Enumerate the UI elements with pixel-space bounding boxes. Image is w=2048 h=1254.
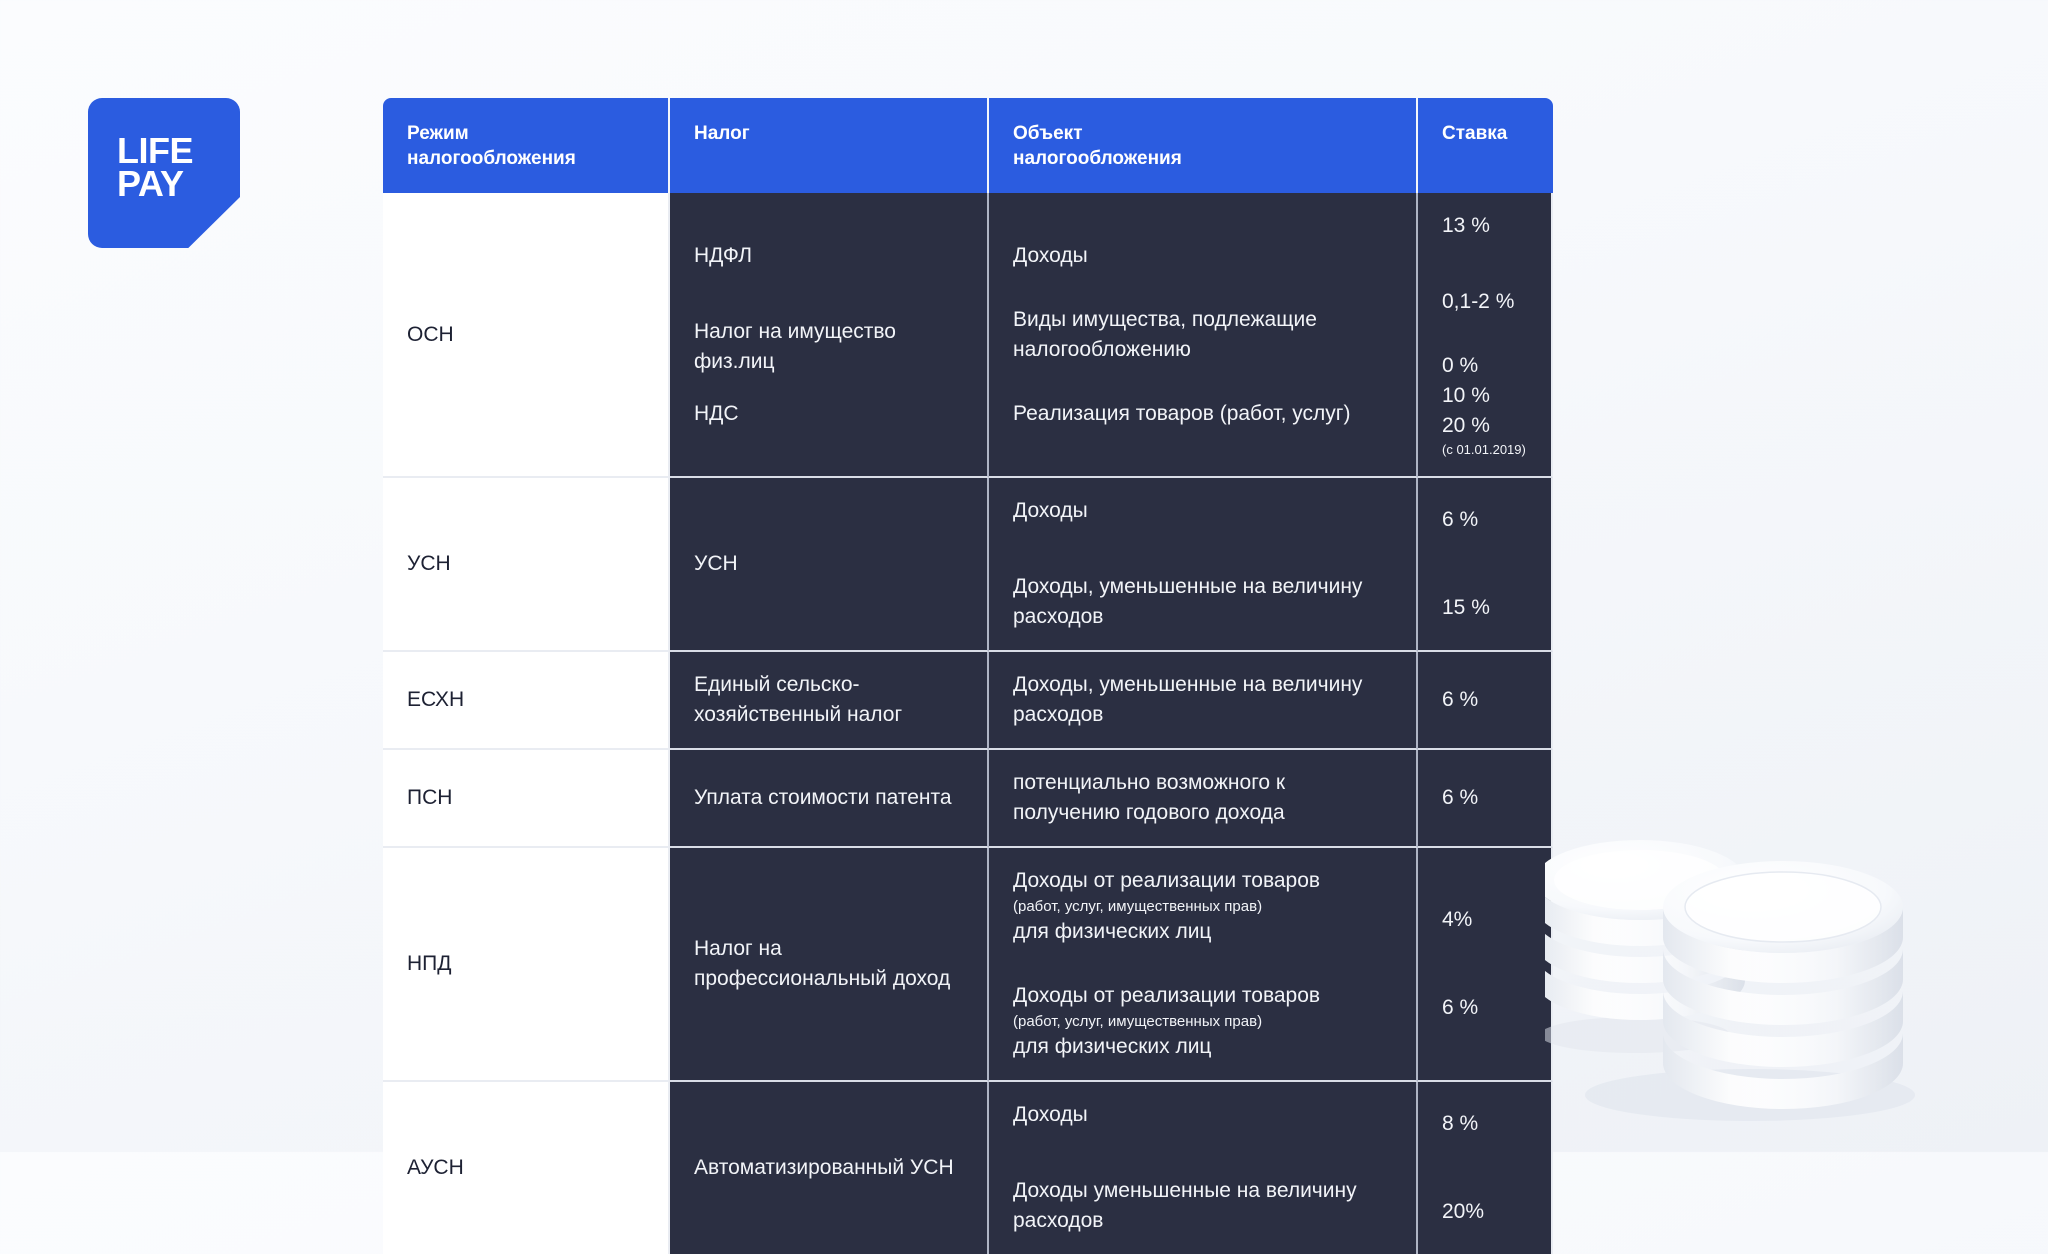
- column-header-rate-label: Ставка: [1442, 123, 1508, 144]
- rate-line: 20 %: [1442, 414, 1490, 437]
- spacer: [1442, 241, 1527, 287]
- cell-object: Доходы Виды имущества, подлежащие налого…: [989, 193, 1418, 478]
- column-header-regime-label: Режим налогообложения: [407, 123, 576, 169]
- cell-object: Доходы, уменьшенные на величину расходов: [989, 652, 1418, 750]
- object-line: Виды имущества, подлежащие налогообложен…: [1013, 307, 1317, 361]
- spacer: [1013, 271, 1392, 305]
- object-list: Доходы Доходы, уменьшенные на величину р…: [1013, 496, 1392, 632]
- spacer: [694, 377, 963, 399]
- object-line: Реализация товаров (работ, услуг): [1013, 401, 1351, 425]
- spacer: [1442, 317, 1527, 351]
- column-header-rate: Ставка: [1418, 98, 1553, 193]
- table-header: Режим налогообложения Налог Объект налог…: [383, 98, 1553, 193]
- cell-rate: 8 % 20%: [1418, 1082, 1553, 1254]
- table-row: НПД Налог на профессиональный доход Дохо…: [383, 848, 1553, 1082]
- table-row: ОСН НДФЛ Налог на имущество физ.лиц НДС …: [383, 193, 1553, 478]
- cell-regime: ОСН: [383, 193, 670, 478]
- cell-regime: ПСН: [383, 750, 670, 848]
- cell-tax: НДФЛ Налог на имущество физ.лиц НДС: [670, 193, 989, 478]
- rate-line: 10 %: [1442, 384, 1490, 407]
- spacer: [1013, 365, 1392, 399]
- cell-regime: УСН: [383, 478, 670, 652]
- table-header-row: Режим налогообложения Налог Объект налог…: [383, 98, 1553, 193]
- object-subline: (работ, услуг, имущественных прав): [1013, 1013, 1263, 1030]
- logo-line-1: LIFE: [117, 130, 194, 171]
- logo-line-2: PAY: [117, 163, 184, 204]
- rate-line: 6 %: [1442, 996, 1479, 1019]
- cell-tax: Уплата стоимости патента: [670, 750, 989, 848]
- cell-regime: НПД: [383, 848, 670, 1082]
- object-line: Доходы от реализации товаров: [1013, 984, 1321, 1007]
- table-body: ОСН НДФЛ Налог на имущество физ.лиц НДС …: [383, 193, 1553, 1254]
- tax-regimes-table: Режим налогообложения Налог Объект налог…: [383, 98, 1553, 1254]
- column-header-tax: Налог: [670, 98, 989, 193]
- cell-object: Доходы Доходы уменьшенные на величину ра…: [989, 1082, 1418, 1254]
- object-list: Доходы Виды имущества, подлежащие налого…: [1013, 241, 1392, 429]
- rate-list: 13 % 0,1-2 % 0 % 10 % 20 % (с 01.01.2019…: [1442, 211, 1527, 458]
- rate-list: 4% 6 %: [1442, 905, 1527, 1023]
- cell-rate: 6 %: [1418, 652, 1553, 750]
- column-header-object-label: Объект налогообложения: [1013, 123, 1182, 169]
- cell-rate: 4% 6 %: [1418, 848, 1553, 1082]
- table-row: ПСН Уплата стоимости патента потенциальн…: [383, 750, 1553, 848]
- cell-tax: УСН: [670, 478, 989, 652]
- rate-note: (с 01.01.2019): [1442, 442, 1526, 457]
- cell-regime: ЕСХН: [383, 652, 670, 750]
- spacer: [1442, 935, 1527, 993]
- column-header-object: Объект налогообложения: [989, 98, 1418, 193]
- rate-line: 6 %: [1442, 508, 1479, 531]
- spacer: [1013, 1130, 1392, 1176]
- cell-object: Доходы от реализации товаров (работ, усл…: [989, 848, 1418, 1082]
- object-line: Доходы: [1013, 1103, 1088, 1126]
- logo-wordmark: LIFE PAY: [117, 130, 194, 204]
- object-line: Доходы: [1013, 243, 1088, 267]
- white-coin-stacks-illustration: [1545, 795, 1965, 1125]
- tax-list: НДФЛ Налог на имущество физ.лиц НДС: [694, 241, 963, 429]
- tax-line: НДФЛ: [694, 243, 752, 267]
- cell-tax: Автоматизированный УСН: [670, 1082, 989, 1254]
- rate-list: 8 % 20%: [1442, 1109, 1527, 1227]
- table-row: ЕСХН Единый сельско-хозяйственный налог …: [383, 652, 1553, 750]
- cell-rate: 6 % 15 %: [1418, 478, 1553, 652]
- object-list: Доходы от реализации товаров (работ, усл…: [1013, 866, 1392, 1062]
- spacer: [1442, 535, 1527, 593]
- spacer: [694, 271, 963, 317]
- cell-object: Доходы Доходы, уменьшенные на величину р…: [989, 478, 1418, 652]
- table-row: АУСН Автоматизированный УСН Доходы Доход…: [383, 1082, 1553, 1254]
- object-line: Доходы, уменьшенные на величину расходов: [1013, 575, 1363, 628]
- rate-line: 0,1-2 %: [1442, 290, 1515, 313]
- cell-rate: 13 % 0,1-2 % 0 % 10 % 20 % (с 01.01.2019…: [1418, 193, 1553, 478]
- tax-line: НДС: [694, 401, 739, 425]
- rate-line: 15 %: [1442, 596, 1490, 619]
- object-line: Доходы: [1013, 499, 1088, 522]
- object-line: для физических лиц: [1013, 920, 1212, 943]
- spacer: [1013, 947, 1392, 981]
- spacer: [1013, 526, 1392, 572]
- rate-line: 8 %: [1442, 1112, 1479, 1135]
- cell-tax: Налог на профессиональный доход: [670, 848, 989, 1082]
- cell-regime: АУСН: [383, 1082, 670, 1254]
- table-row: УСН УСН Доходы Доходы, уменьшенные на ве…: [383, 478, 1553, 652]
- cell-rate: 6 %: [1418, 750, 1553, 848]
- object-subline: (работ, услуг, имущественных прав): [1013, 898, 1263, 915]
- object-list: Доходы Доходы уменьшенные на величину ра…: [1013, 1100, 1392, 1236]
- column-header-regime: Режим налогообложения: [383, 98, 670, 193]
- rate-list: 6 % 15 %: [1442, 505, 1527, 623]
- spacer: [1442, 1139, 1527, 1197]
- rate-line: 4%: [1442, 908, 1473, 931]
- object-line: для физических лиц: [1013, 1035, 1212, 1058]
- rate-line: 13 %: [1442, 214, 1490, 237]
- column-header-tax-label: Налог: [694, 123, 750, 144]
- rate-line: 0 %: [1442, 354, 1479, 377]
- cell-tax: Единый сельско-хозяйственный налог: [670, 652, 989, 750]
- object-line: Доходы уменьшенные на величину расходов: [1013, 1179, 1357, 1232]
- life-pay-logo: LIFE PAY: [88, 98, 240, 248]
- cell-object: потенциально возможного к получению годо…: [989, 750, 1418, 848]
- object-line: Доходы от реализации товаров: [1013, 869, 1321, 892]
- rate-line: 20%: [1442, 1200, 1485, 1223]
- tax-line: Налог на имущество физ.лиц: [694, 319, 896, 373]
